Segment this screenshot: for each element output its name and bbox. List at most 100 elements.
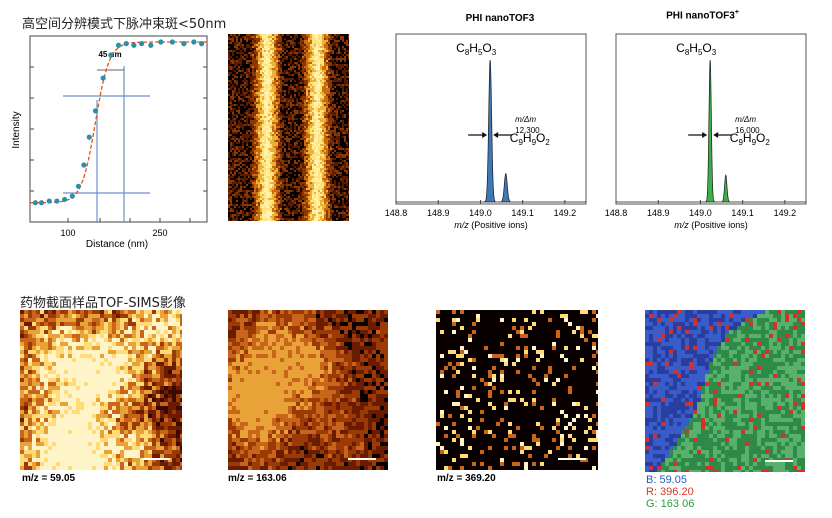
image-pixel [68, 346, 72, 350]
image-pixel [242, 180, 244, 182]
image-pixel [306, 202, 308, 204]
image-pixel [302, 34, 304, 36]
image-pixel [254, 42, 256, 44]
image-pixel [264, 100, 266, 102]
image-pixel [318, 166, 320, 168]
image-pixel [284, 52, 286, 54]
image-pixel [340, 96, 342, 98]
image-pixel [312, 160, 314, 162]
image-pixel [308, 218, 310, 220]
image-pixel [260, 192, 262, 194]
image-pixel [76, 318, 80, 322]
image-pixel [348, 122, 349, 124]
image-pixel [250, 108, 252, 110]
image-pixel [228, 36, 230, 38]
image-pixel [268, 182, 270, 184]
image-pixel [266, 78, 268, 80]
image-pixel [318, 180, 320, 182]
image-pixel [320, 112, 322, 114]
image-pixel [256, 176, 258, 178]
image-pixel [272, 100, 274, 102]
image-pixel [258, 166, 260, 168]
image-pixel [300, 102, 302, 104]
image-pixel [312, 214, 314, 216]
image-pixel [346, 176, 348, 178]
image-pixel [322, 188, 324, 190]
image-pixel [346, 162, 348, 164]
image-pixel [336, 204, 338, 206]
image-pixel [64, 350, 68, 354]
image-pixel [76, 310, 80, 314]
image-pixel [340, 38, 342, 40]
image-pixel [346, 198, 348, 200]
image-pixel [262, 90, 264, 92]
image-pixel [336, 206, 338, 208]
image-pixel [294, 88, 296, 90]
image-pixel [228, 184, 230, 186]
image-pixel [330, 86, 332, 88]
image-pixel [228, 198, 230, 200]
image-pixel [254, 196, 256, 198]
image-pixel [312, 104, 314, 106]
image-pixel [286, 104, 288, 106]
image-pixel [272, 192, 274, 194]
image-pixel [258, 194, 260, 196]
image-pixel [328, 66, 330, 68]
image-pixel [262, 162, 264, 164]
image-pixel [272, 172, 274, 174]
image-pixel [278, 78, 280, 80]
image-pixel [324, 202, 326, 204]
image-pixel [324, 78, 326, 80]
image-pixel [266, 198, 268, 200]
image-pixel [260, 84, 262, 86]
image-pixel [336, 52, 338, 54]
image-pixel [316, 204, 318, 206]
image-pixel [242, 56, 244, 58]
image-pixel [326, 82, 328, 84]
image-pixel [320, 128, 322, 130]
image-pixel [292, 190, 294, 192]
image-pixel [236, 210, 238, 212]
image-pixel [300, 194, 302, 196]
image-pixel [254, 54, 256, 56]
image-pixel [318, 156, 320, 158]
image-pixel [230, 196, 232, 198]
image-pixel [336, 56, 338, 58]
image-pixel [256, 208, 258, 210]
image-pixel [308, 112, 310, 114]
image-pixel [348, 206, 349, 208]
image-pixel [304, 218, 306, 220]
x-tick-label: 149.2 [774, 208, 797, 218]
image-pixel [270, 100, 272, 102]
image-pixel [252, 98, 254, 100]
image-pixel [248, 60, 250, 62]
image-pixel [306, 74, 308, 76]
image-pixel [254, 148, 256, 150]
image-pixel [306, 108, 308, 110]
image-pixel [116, 318, 120, 322]
image-pixel [340, 106, 342, 108]
image-pixel [338, 142, 340, 144]
image-pixel [314, 184, 316, 186]
image-pixel [96, 330, 100, 334]
image-pixel [314, 188, 316, 190]
image-pixel [336, 164, 338, 166]
image-pixel [338, 66, 340, 68]
image-pixel [324, 220, 326, 221]
image-pixel [318, 178, 320, 180]
image-pixel [264, 50, 266, 52]
image-pixel [258, 188, 260, 190]
image-pixel [260, 160, 262, 162]
image-pixel [128, 310, 132, 314]
image-pixel [326, 58, 328, 60]
image-pixel [238, 194, 240, 196]
image-pixel [262, 182, 264, 184]
image-pixel [264, 212, 266, 214]
image-pixel [44, 354, 48, 358]
image-pixel [306, 160, 308, 162]
image-pixel [274, 80, 276, 82]
image-pixel [264, 200, 266, 202]
image-pixel [24, 346, 28, 350]
image-pixel [322, 184, 324, 186]
image-pixel [256, 84, 258, 86]
